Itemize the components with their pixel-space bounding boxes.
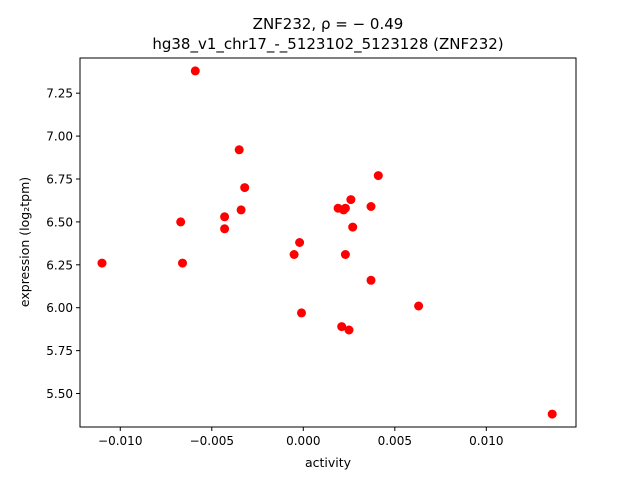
- y-tick-label-4: 6.50: [46, 215, 73, 229]
- data-point-15: [340, 203, 350, 213]
- y-tick-label-6: 7.00: [46, 130, 73, 144]
- data-point-16: [340, 250, 350, 259]
- y-tick-label-0: 5.50: [46, 387, 73, 401]
- y-tick-label-2: 6.00: [46, 301, 73, 315]
- data-point-18: [346, 195, 356, 205]
- y-tick-label-5: 6.75: [46, 172, 73, 186]
- data-point-10: [295, 238, 305, 247]
- data-point-1: [176, 217, 186, 227]
- data-point-20: [366, 202, 376, 211]
- y-tick-label-3: 6.25: [46, 258, 73, 272]
- x-axis-ticks: −0.010 −0.005 0.000 0.005 0.010: [98, 427, 503, 448]
- data-point-22: [373, 171, 383, 181]
- data-points: [97, 66, 557, 419]
- y-tick-label-1: 5.75: [46, 344, 73, 358]
- data-point-3: [190, 66, 200, 76]
- data-point-2: [178, 258, 187, 268]
- data-point-19: [348, 222, 358, 232]
- x-axis-label: activity: [305, 455, 352, 470]
- plot-frame: [79, 57, 577, 428]
- x-tick-label-3: 0.005: [378, 434, 412, 448]
- x-tick-label-2: 0.000: [286, 434, 320, 448]
- data-point-5: [220, 224, 230, 234]
- data-point-4: [220, 212, 230, 222]
- data-point-7: [236, 205, 246, 215]
- y-axis-ticks: 5.50 5.75 6.00 6.25 6.50 6.75 7.00 7.25: [46, 87, 80, 401]
- data-point-6: [234, 145, 244, 155]
- x-tick-label-0: −0.010: [98, 434, 142, 448]
- data-point-13: [337, 322, 347, 332]
- chart-title-line1: ZNF232, ρ = − 0.49: [253, 15, 404, 33]
- data-point-24: [547, 409, 557, 419]
- x-tick-label-1: −0.005: [190, 434, 234, 448]
- y-tick-label-7: 7.25: [46, 87, 73, 101]
- chart-title-line2: hg38_v1_chr17_-_5123102_5123128 (ZNF232): [152, 35, 503, 54]
- data-point-0: [97, 258, 107, 268]
- y-axis-label: expression (log₂tpm): [17, 177, 32, 307]
- x-tick-label-4: 0.010: [469, 434, 503, 448]
- data-point-21: [366, 275, 376, 285]
- data-point-11: [297, 308, 306, 318]
- data-point-17: [344, 325, 354, 335]
- data-point-23: [414, 301, 424, 311]
- data-point-8: [240, 183, 250, 193]
- data-point-9: [289, 250, 299, 259]
